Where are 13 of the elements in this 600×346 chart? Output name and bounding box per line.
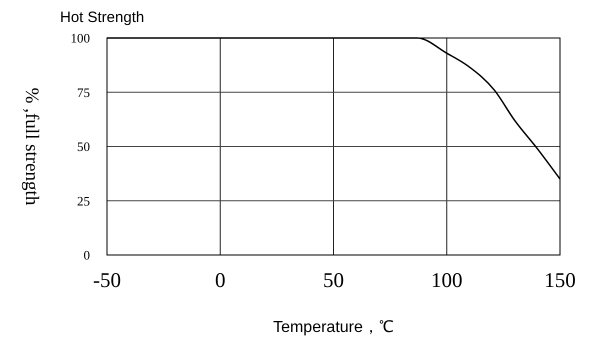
y-tick-label: 0	[84, 248, 90, 263]
y-tick-label: 50	[77, 139, 90, 154]
x-tick-label: 100	[431, 268, 462, 292]
x-tick-label: 150	[544, 268, 576, 292]
chart-title: Hot Strength	[60, 9, 144, 26]
y-tick-label: 100	[70, 30, 90, 46]
y-axis-title: % ,full strength	[21, 88, 42, 206]
x-axis-title: Temperature，℃	[273, 319, 394, 336]
x-tick-label: 50	[323, 268, 344, 292]
y-tick-label: 25	[77, 193, 90, 208]
x-tick-label: -50	[93, 268, 121, 292]
y-tick-label: 75	[77, 84, 90, 100]
x-tick-label: 0	[215, 268, 226, 292]
